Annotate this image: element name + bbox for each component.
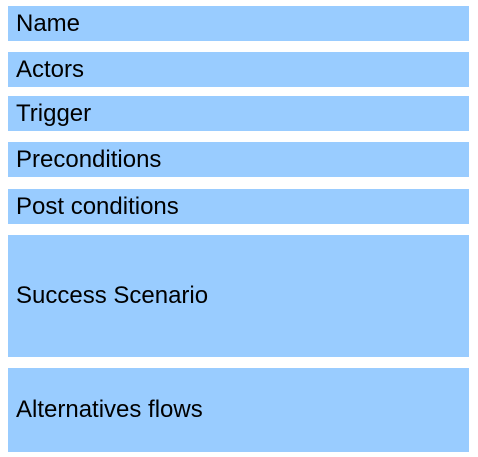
field-label: Preconditions [16,145,162,173]
field-name: Name [8,6,469,41]
field-label: Success Scenario [16,282,209,309]
field-preconditions: Preconditions [8,142,469,177]
field-label: Trigger [16,99,92,127]
field-post-conditions: Post conditions [8,189,469,224]
field-alternatives-flows: Alternatives flows [8,368,469,452]
field-label: Name [16,9,81,37]
field-label: Actors [16,55,85,83]
field-trigger: Trigger [8,96,469,131]
field-success-scenario: Success Scenario [8,235,469,357]
field-label: Post conditions [16,192,179,220]
field-actors: Actors [8,52,469,87]
field-label: Alternatives flows [16,396,203,423]
